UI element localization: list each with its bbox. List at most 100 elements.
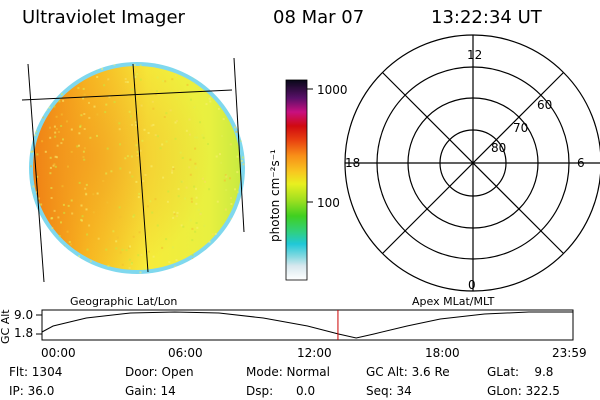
speckle-dot [95,68,98,71]
speckle-dot [175,119,178,122]
polar-diagonal-2 [382,72,564,254]
speckle-dot [108,238,111,240]
speckle-dot [131,123,134,126]
colorbar-label-1000: 1000 [317,83,348,97]
speckle-dot [212,68,215,71]
speckle-dot [83,147,86,150]
speckle-dot [126,155,129,158]
speckle-dot [132,235,135,238]
speckle-dot [196,267,199,270]
speckle-dot [65,62,68,65]
speckle-dot [105,172,108,175]
speckle-dot [85,183,88,186]
speckle-dot [241,156,244,159]
speckle-dot [175,259,178,261]
speckle-dot [132,215,135,218]
speckle-dot [181,269,184,272]
speckle-dot [199,272,202,274]
speckle-dot [52,164,55,167]
speckle-dot [197,75,200,78]
speckle-dot [125,249,128,252]
speckle-dot [96,134,98,137]
speckle-dot [105,248,108,251]
speckle-dot [195,196,198,199]
speckle-dot [230,197,232,200]
speckle-dot [30,193,33,196]
speckle-dot [238,251,241,254]
speckle-dot [185,186,188,189]
speckle-dot [86,248,89,251]
speckle-dot [131,175,134,178]
speckle-dot [137,254,140,257]
time-label: 13:22:34 UT [431,7,542,28]
speckle-dot [207,143,209,145]
speckle-dot [180,224,183,227]
speckle-dot [93,105,96,108]
speckle-dot [241,118,244,121]
speckle-dot [179,67,182,70]
speckle-dot [196,136,199,139]
speckle-dot [96,76,99,78]
speckle-dot [208,188,211,191]
speckle-dot [113,101,116,103]
speckle-dot [82,150,85,153]
speckle-dot [181,156,184,159]
speckle-dot [199,212,202,214]
speckle-dot [46,248,49,251]
status-gain: Gain: 14 [125,384,176,398]
speckle-dot [55,115,58,118]
speckle-dot [177,195,180,198]
speckle-dot [208,97,211,100]
speckle-dot [126,81,129,84]
speckle-dot [220,161,223,164]
speckle-dot [170,90,173,93]
speckle-dot [50,187,53,189]
speckle-dot [151,211,154,214]
speckle-dot [185,129,188,132]
timeline-right-title: Apex MLat/MLT [412,295,495,308]
speckle-dot [38,69,41,72]
speckle-dot [35,130,38,133]
speckle-dot [78,181,81,184]
speckle-dot [189,158,192,161]
speckle-dot [165,112,168,115]
speckle-dot [71,212,74,215]
speckle-dot [225,103,228,106]
speckle-dot [79,124,82,127]
speckle-dot [194,166,197,169]
speckle-dot [115,119,118,122]
geo-parallel [21,89,233,101]
speckle-dot [36,153,39,156]
speckle-dot [56,86,59,89]
speckle-dot [230,69,233,72]
speckle-dot [139,149,142,152]
speckle-dot [172,246,174,249]
speckle-dot [214,233,217,235]
speckle-dot [244,65,245,67]
speckle-dot [203,224,206,227]
speckle-dot [102,180,105,182]
speckle-dot [225,175,228,178]
speckle-dot [83,93,86,96]
speckle-dot [55,252,58,255]
speckle-dot [46,85,49,88]
speckle-dot [33,100,36,103]
speckle-dot [112,230,115,233]
speckle-dot [58,235,61,238]
speckle-dot [227,97,230,100]
speckle-dot [210,264,213,267]
speckle-dot [234,126,237,129]
speckle-dot [50,197,53,199]
speckle-dot [154,134,157,137]
speckle-dot [141,139,144,142]
speckle-dot [33,228,36,231]
speckle-dot [227,82,230,85]
speckle-dot [239,79,242,82]
speckle-dot [186,83,189,86]
speckle-dot [152,255,155,258]
speckle-dot [215,155,218,158]
speckle-dot [128,267,131,269]
speckle-dot [52,75,55,78]
speckle-dot [62,99,65,102]
lat-label-60: 60 [537,98,553,112]
